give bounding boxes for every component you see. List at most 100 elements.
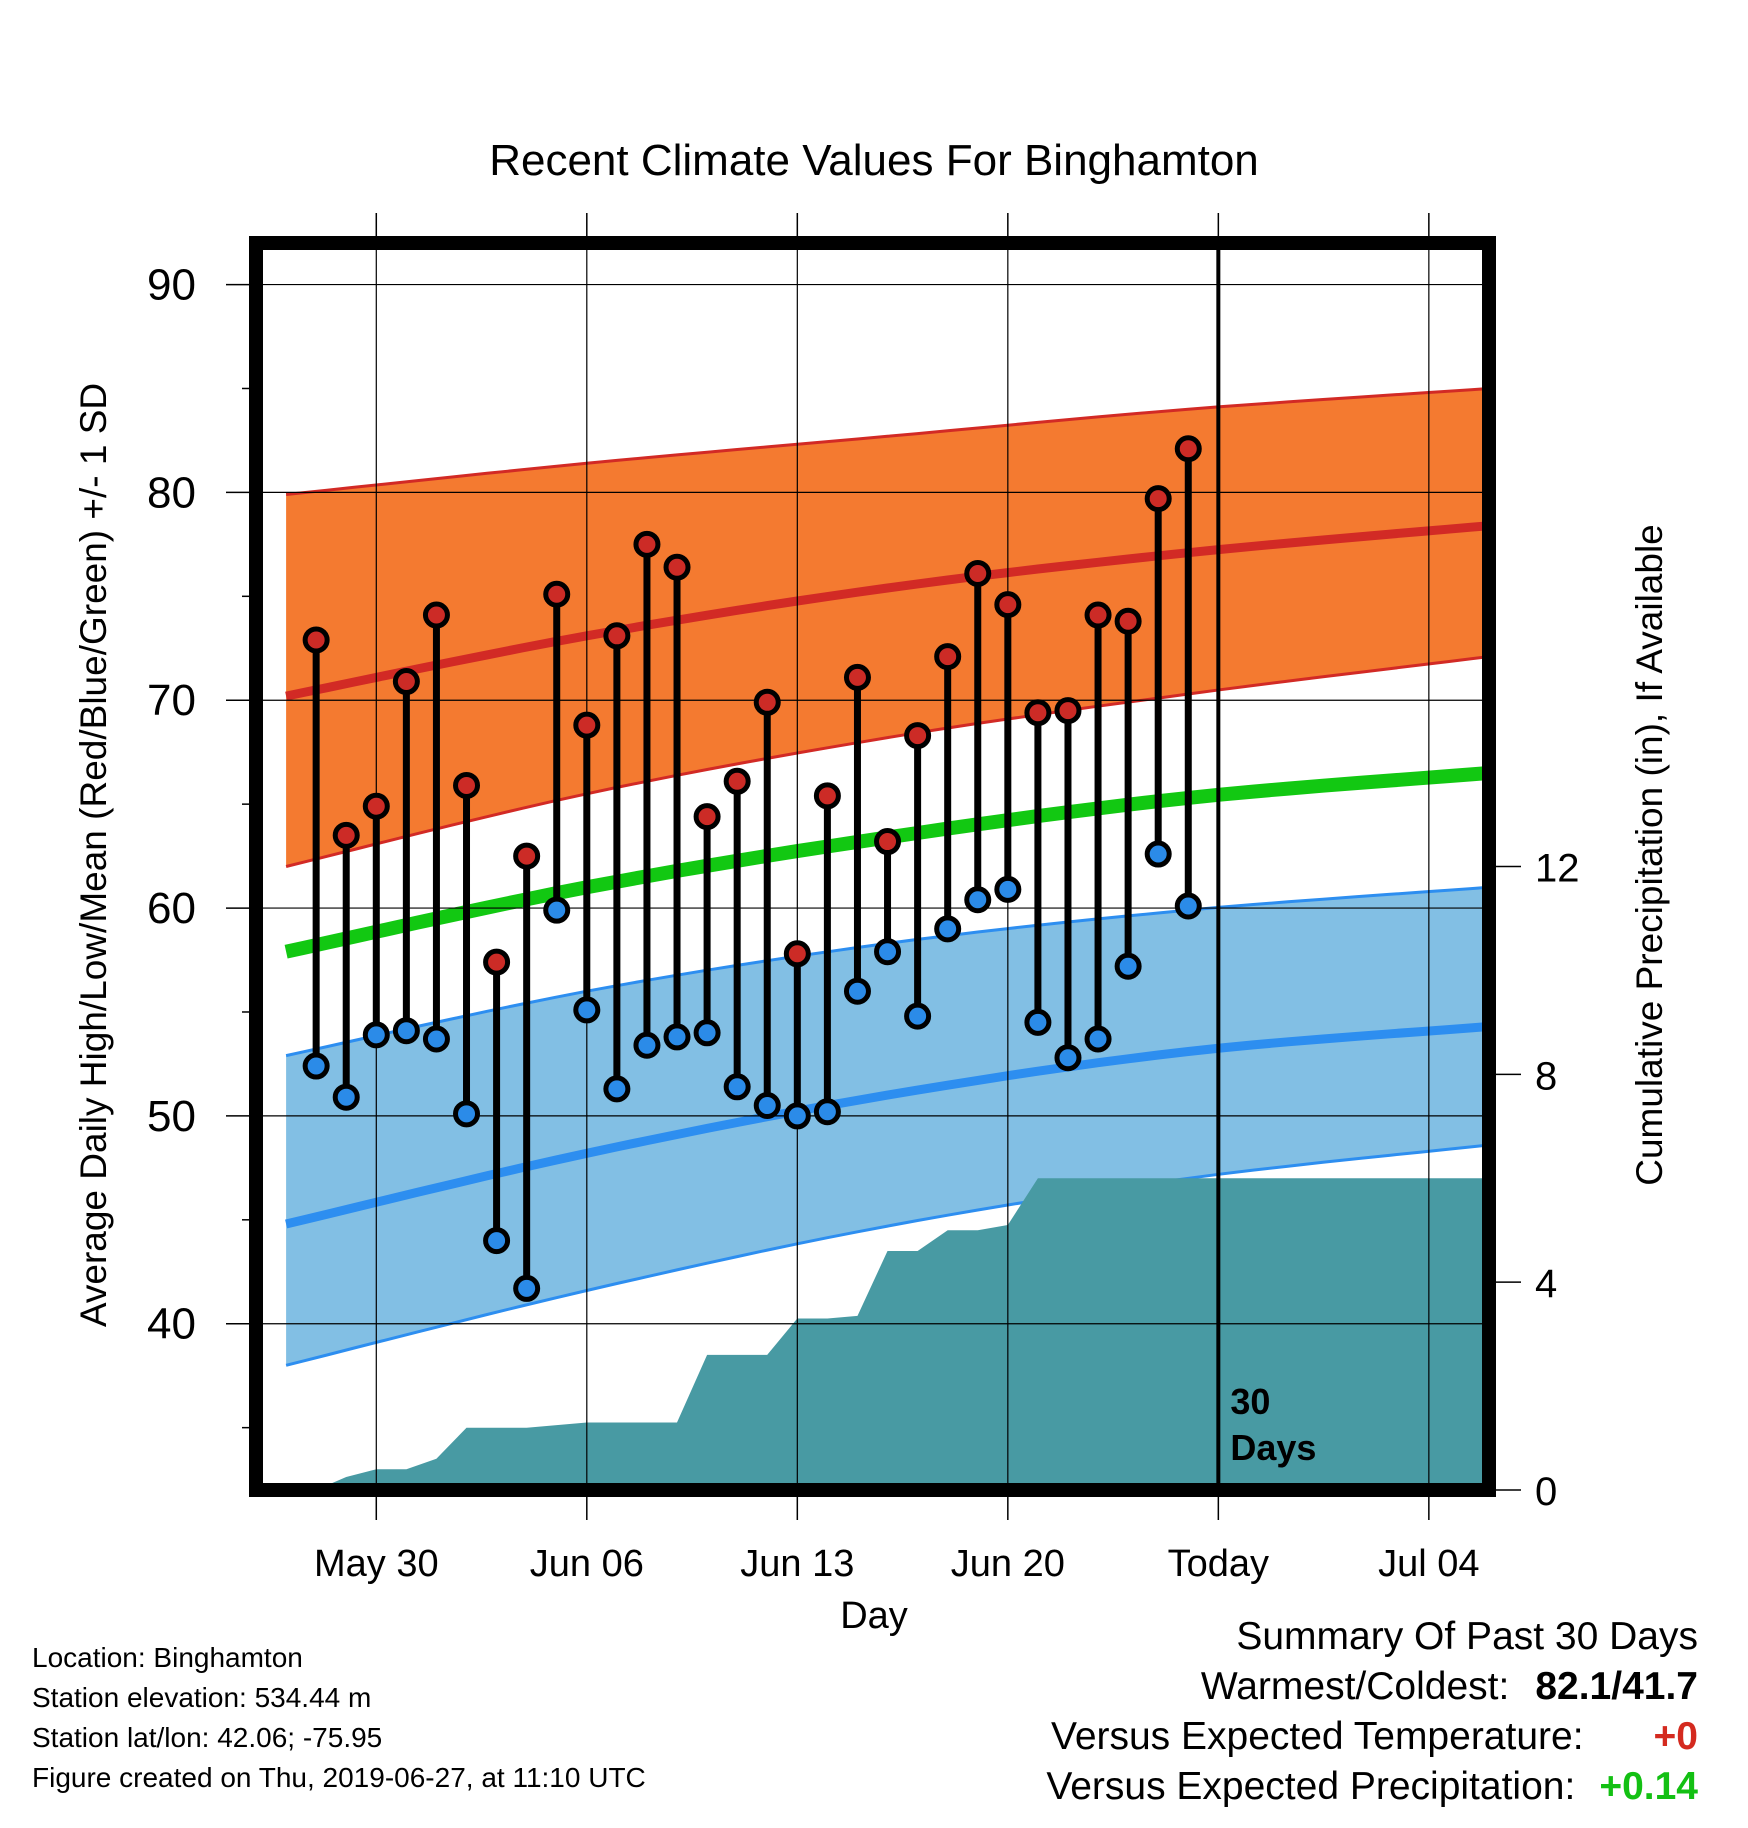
y2-tick-label: 4 bbox=[1535, 1262, 1557, 1306]
plot-inner bbox=[256, 243, 1489, 1490]
obs-low-point bbox=[693, 1019, 721, 1047]
obs-high-point bbox=[603, 622, 631, 650]
obs-high-point bbox=[1024, 699, 1052, 727]
obs-low-point bbox=[964, 886, 992, 914]
y-axis-label: Average Daily High/Low/Mean (Red/Blue/Gr… bbox=[73, 383, 114, 1327]
obs-high-point bbox=[392, 668, 420, 696]
obs-high-point bbox=[633, 530, 661, 558]
obs-high-point bbox=[453, 771, 481, 799]
normal-low-line bbox=[285, 1022, 1489, 1229]
obs-high-point bbox=[302, 626, 330, 654]
obs-low-point bbox=[994, 875, 1022, 903]
obs-low-point bbox=[843, 977, 871, 1005]
obs-low-point bbox=[392, 1017, 420, 1045]
obs-high-point bbox=[1174, 435, 1202, 463]
obs-low-point bbox=[934, 915, 962, 943]
obs-high-point bbox=[1144, 485, 1172, 513]
obs-high-point bbox=[843, 663, 871, 691]
obs-high-point bbox=[543, 580, 571, 608]
x-tick-label: Today bbox=[1168, 1543, 1269, 1585]
obs-low-point bbox=[1054, 1044, 1082, 1072]
today-label-line1: 30 bbox=[1230, 1381, 1270, 1422]
y-tick-label: 80 bbox=[147, 468, 196, 517]
obs-high-point bbox=[1054, 697, 1082, 725]
today-label-line2: Days bbox=[1230, 1427, 1316, 1468]
obs-high-point bbox=[362, 792, 390, 820]
obs-low-point bbox=[783, 1102, 811, 1130]
warmest-coldest-value: 82.1/41.7 bbox=[1535, 1665, 1698, 1708]
y-tick-label: 40 bbox=[147, 1300, 196, 1349]
obs-high-point bbox=[994, 591, 1022, 619]
obs-low-point bbox=[813, 1098, 841, 1126]
warmest-coldest-label: Warmest/Coldest: bbox=[1200, 1665, 1510, 1708]
station-elevation: Station elevation: 534.44 m bbox=[32, 1682, 372, 1713]
y2-tick-label: 12 bbox=[1535, 847, 1580, 891]
x-tick-label: Jun 13 bbox=[740, 1543, 854, 1585]
obs-high-point bbox=[513, 842, 541, 870]
y-tick-label: 60 bbox=[147, 884, 196, 933]
obs-low-point bbox=[1114, 952, 1142, 980]
x-tick-label: Jul 04 bbox=[1378, 1543, 1479, 1585]
obs-low-point bbox=[633, 1031, 661, 1059]
x-tick-label: Jun 06 bbox=[530, 1543, 644, 1585]
low-minus-sd-line bbox=[285, 1143, 1489, 1367]
y-tick-label: 70 bbox=[147, 676, 196, 725]
summary-heading: Summary Of Past 30 Days bbox=[1236, 1615, 1698, 1658]
obs-low-point bbox=[904, 1002, 932, 1030]
obs-high-point bbox=[874, 828, 902, 856]
precip-value: +0.14 bbox=[1599, 1765, 1698, 1808]
obs-high-point bbox=[753, 688, 781, 716]
high-minus-sd-line bbox=[285, 655, 1489, 868]
obs-low-point bbox=[663, 1023, 691, 1051]
y-tick-label: 90 bbox=[147, 261, 196, 310]
x-tick-label: Jun 20 bbox=[951, 1543, 1065, 1585]
y2-axis-label: Cumulative Precipitation (in), If Availa… bbox=[1629, 524, 1670, 1186]
y-tick-label: 50 bbox=[147, 1092, 196, 1141]
plot-area: 30 Days 40 50 60 70 80 90 0 4 8 12 May 30 Jun 06 Jun 1… bbox=[147, 213, 1580, 1585]
obs-high-point bbox=[422, 601, 450, 629]
obs-high-point bbox=[483, 948, 511, 976]
obs-low-point bbox=[1084, 1025, 1112, 1053]
station-info: Location: Binghamton Station elevation: … bbox=[32, 1638, 646, 1798]
obs-high-point bbox=[663, 553, 691, 581]
obs-high-point bbox=[723, 767, 751, 795]
summary-warmest-coldest: Warmest/Coldest: 82.1/41.7 bbox=[1046, 1662, 1698, 1712]
high-plus-sd-line bbox=[285, 387, 1489, 496]
plot-frame bbox=[249, 236, 1496, 1497]
obs-low-point bbox=[573, 996, 601, 1024]
obs-high-point bbox=[693, 803, 721, 831]
obs-low-point bbox=[543, 896, 571, 924]
obs-high-point bbox=[573, 711, 601, 739]
obs-low-point bbox=[753, 1092, 781, 1120]
x-tick-label: May 30 bbox=[314, 1543, 439, 1585]
figure-created: Figure created on Thu, 2019-06-27, at 11… bbox=[32, 1762, 646, 1793]
obs-high-point bbox=[813, 782, 841, 810]
summary-panel: Summary Of Past 30 Days Warmest/Coldest:… bbox=[1046, 1612, 1698, 1812]
y2-tick-label: 8 bbox=[1535, 1054, 1557, 1098]
obs-low-point bbox=[723, 1073, 751, 1101]
station-location: Location: Binghamton bbox=[32, 1642, 303, 1673]
obs-low-point bbox=[874, 938, 902, 966]
normal-high-line bbox=[285, 521, 1489, 701]
obs-low-point bbox=[302, 1052, 330, 1080]
y2-tick-label: 0 bbox=[1535, 1470, 1557, 1514]
obs-low-point bbox=[1144, 840, 1172, 868]
precip-area bbox=[286, 1178, 1489, 1490]
obs-high-point bbox=[1114, 607, 1142, 635]
station-latlon: Station lat/lon: 42.06; -75.95 bbox=[32, 1722, 383, 1753]
obs-high-point bbox=[783, 940, 811, 968]
temp-label: Versus Expected Temperature: bbox=[1050, 1715, 1584, 1758]
obs-low-point bbox=[453, 1100, 481, 1128]
obs-low-point bbox=[483, 1227, 511, 1255]
obs-high-point bbox=[964, 559, 992, 587]
temp-value: +0 bbox=[1653, 1715, 1698, 1758]
summary-precipitation: Versus Expected Precipitation: +0.14 bbox=[1046, 1762, 1698, 1812]
obs-low-point bbox=[603, 1075, 631, 1103]
obs-low-point bbox=[362, 1021, 390, 1049]
chart-title: Recent Climate Values For Binghamton bbox=[489, 136, 1259, 185]
obs-high-point bbox=[332, 821, 360, 849]
x-axis-label: Day bbox=[840, 1595, 908, 1637]
obs-high-point bbox=[904, 722, 932, 750]
obs-low-point bbox=[1024, 1008, 1052, 1036]
